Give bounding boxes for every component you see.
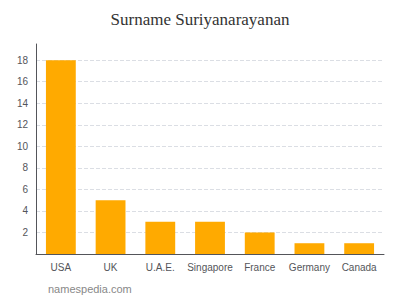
svg-text:18: 18 [17, 55, 29, 66]
svg-text:6: 6 [22, 184, 28, 195]
svg-text:Canada: Canada [342, 262, 377, 273]
svg-text:Surname Suriyanarayanan: Surname Suriyanarayanan [111, 10, 290, 29]
svg-text:U.A.E.: U.A.E. [146, 262, 175, 273]
svg-text:4: 4 [22, 205, 28, 216]
svg-text:USA: USA [51, 262, 72, 273]
svg-text:Singapore: Singapore [187, 262, 233, 273]
svg-text:16: 16 [17, 76, 29, 87]
svg-text:UK: UK [104, 262, 118, 273]
svg-text:12: 12 [17, 119, 29, 130]
svg-text:namespedia.com: namespedia.com [48, 283, 132, 295]
svg-text:France: France [244, 262, 276, 273]
svg-text:14: 14 [17, 98, 29, 109]
svg-text:10: 10 [17, 141, 29, 152]
svg-text:Germany: Germany [289, 262, 330, 273]
svg-text:8: 8 [22, 162, 28, 173]
svg-text:2: 2 [22, 227, 28, 238]
